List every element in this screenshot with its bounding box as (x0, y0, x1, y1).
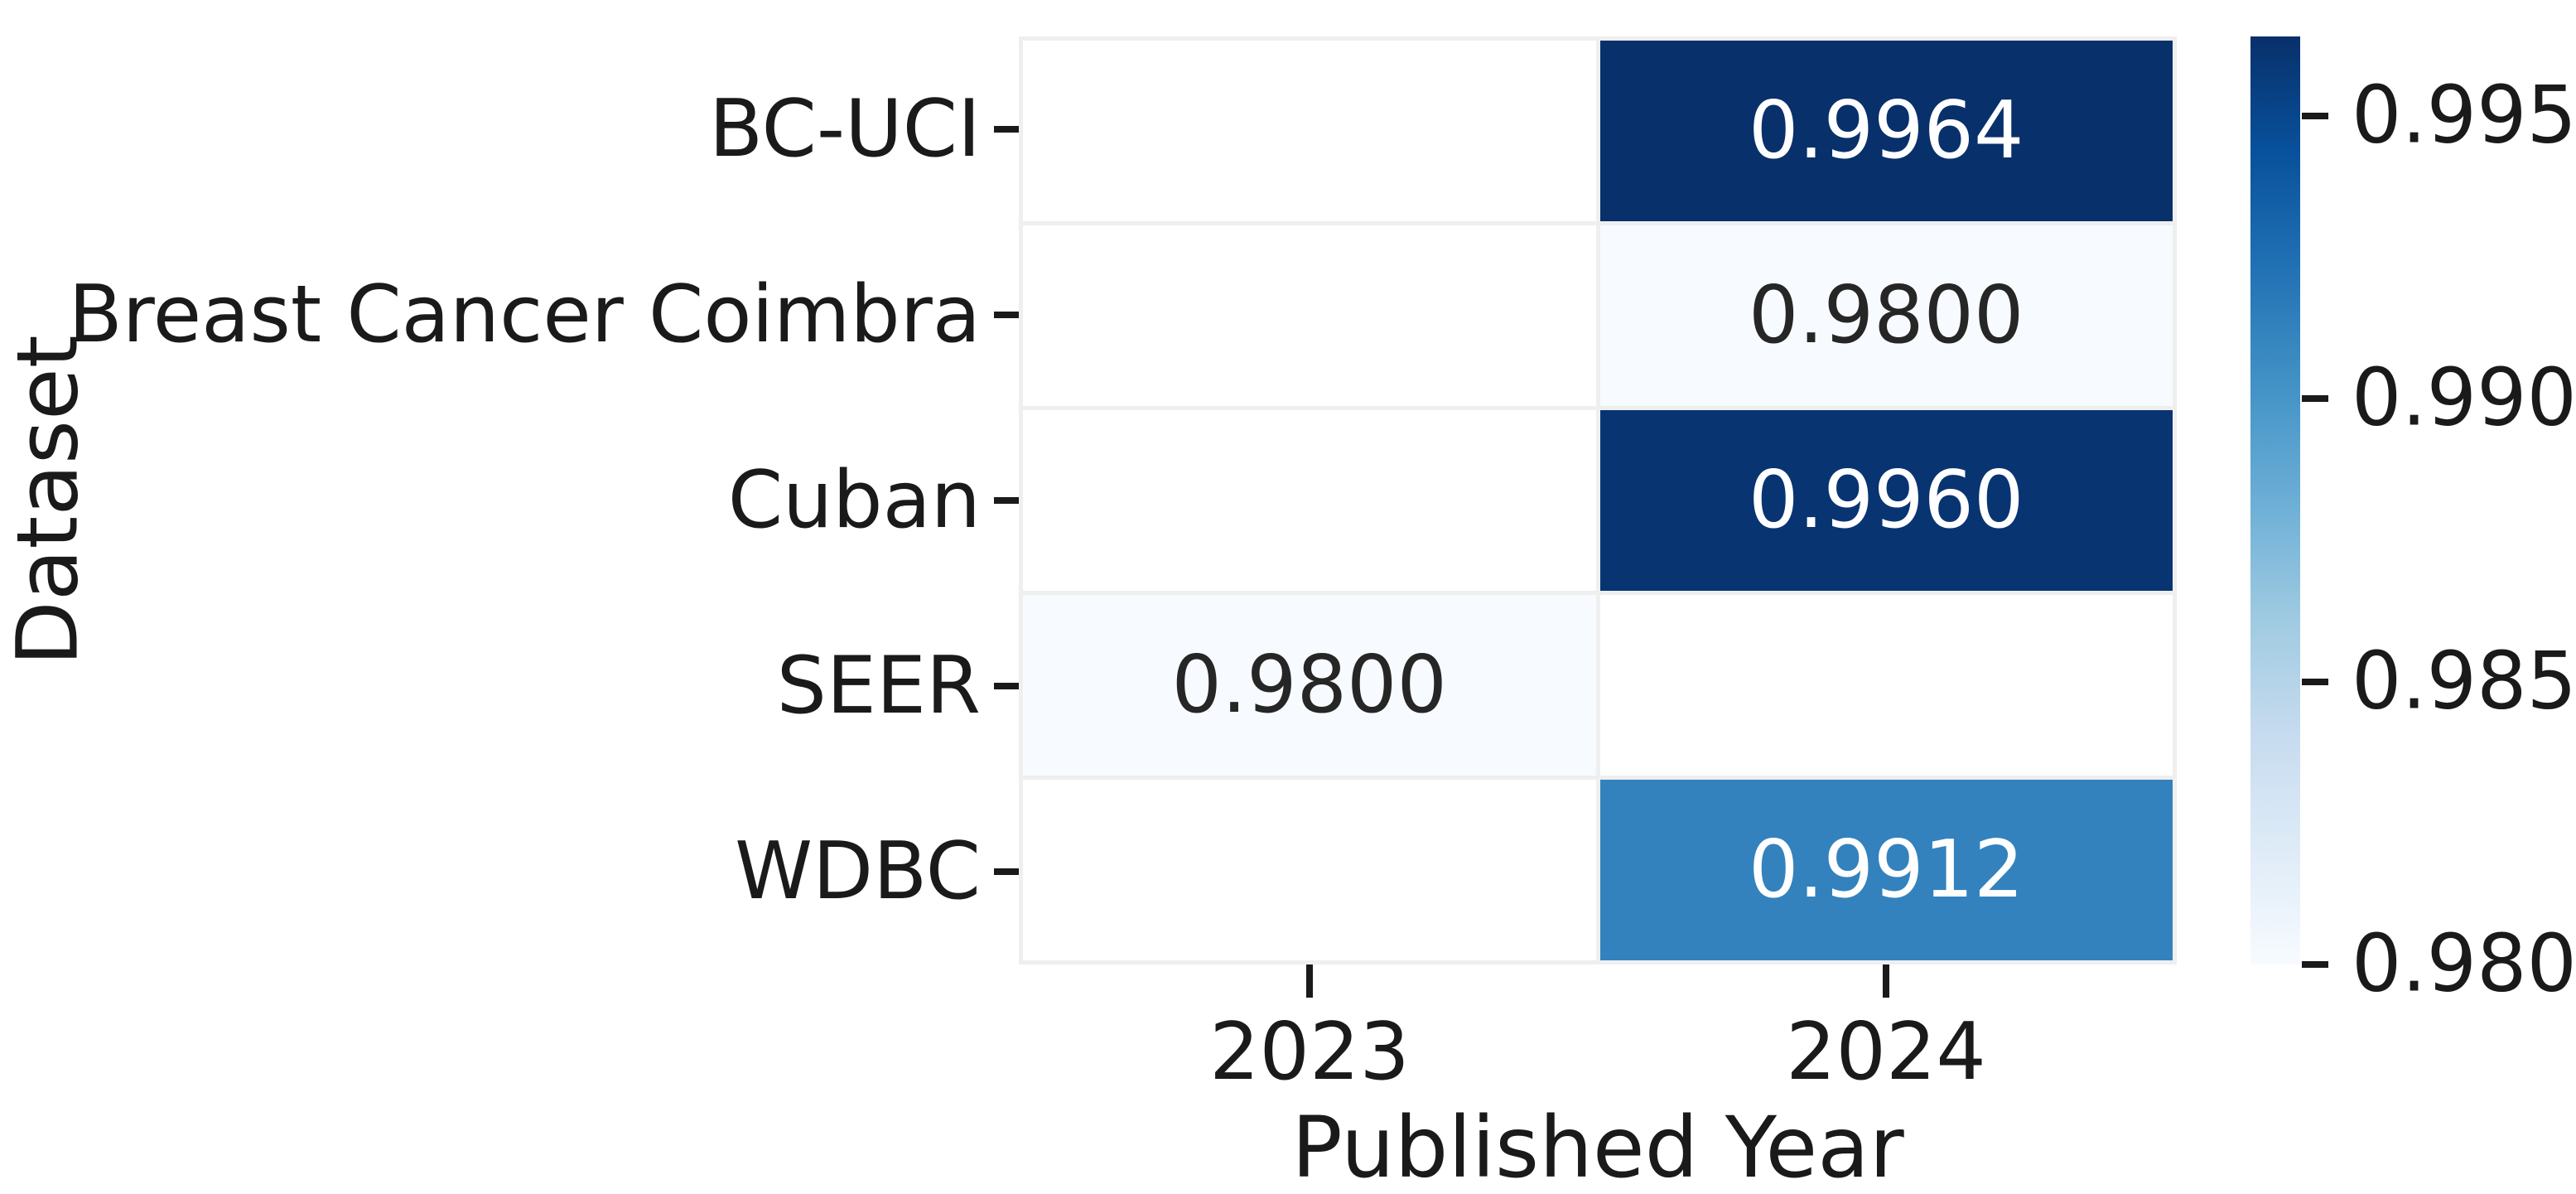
heatmap-cell (1023, 225, 1596, 406)
heatmap-cell: 0.9800 (1599, 225, 2173, 406)
colorbar (2250, 36, 2300, 964)
heatmap-cell: 0.9960 (1599, 410, 2173, 591)
colorbar-tick-label: 0.995 (2352, 70, 2576, 162)
cell-annotation: 0.9964 (1749, 85, 2024, 176)
cell-annotation: 0.9912 (1749, 824, 2024, 916)
x-tick-mark (1306, 964, 1313, 998)
row-label-seer: SEER (0, 593, 1025, 779)
y-tick-mark (994, 497, 1022, 504)
colorbar-tick-mark (2302, 678, 2328, 685)
cell-annotation: 0.9960 (1749, 454, 2024, 546)
y-tick-label: SEER (776, 640, 981, 732)
colorbar-tick-label: 0.990 (2352, 352, 2576, 444)
cell-annotation: 0.9800 (1171, 639, 1447, 731)
row-label-wdbc: WDBC (0, 779, 1025, 964)
heatmap-cell (1023, 410, 1596, 591)
y-tick-mark (994, 312, 1022, 318)
heatmap-cell: 0.9964 (1599, 41, 2173, 221)
colorbar-tick-label: 0.980 (2352, 918, 2576, 1010)
y-tick-label: Cuban (727, 454, 981, 546)
colorbar-tick-mark (2302, 112, 2328, 119)
cell-annotation: 0.9800 (1749, 269, 2024, 361)
heatmap-cell (1023, 780, 1596, 960)
colorbar-tick-mark (2302, 395, 2328, 403)
heatmap-cell (1599, 595, 2173, 776)
y-tick-label: Breast Cancer Coimbra (68, 268, 981, 360)
y-tick-label: WDBC (735, 825, 981, 917)
row-label-breast-cancer-coimbra: Breast Cancer Coimbra (0, 222, 1025, 408)
row-label-bc-uci: BC-UCI (0, 36, 1025, 222)
x-axis-label: Published Year (1291, 1099, 1904, 1194)
colorbar-tick-label: 0.985 (2352, 636, 2576, 728)
y-axis: BC-UCI Breast Cancer Coimbra Cuban SEER … (0, 36, 1025, 964)
y-tick-mark (994, 868, 1022, 875)
y-tick-mark (994, 126, 1022, 133)
heatmap-cell: 0.9912 (1599, 780, 2173, 960)
row-label-cuban: Cuban (0, 408, 1025, 593)
x-tick-label: 2024 (1786, 1007, 1986, 1098)
x-tick-mark (1883, 964, 1889, 998)
x-tick-label: 2023 (1209, 1007, 1410, 1098)
heatmap-grid: 0.9964 0.9800 0.9960 0.9800 0.9912 (1019, 36, 2177, 964)
heatmap-cell (1023, 41, 1596, 221)
y-tick-label: BC-UCI (708, 83, 981, 175)
colorbar-tick-mark (2302, 961, 2328, 968)
y-tick-mark (994, 683, 1022, 689)
heatmap-cell: 0.9800 (1023, 595, 1596, 776)
